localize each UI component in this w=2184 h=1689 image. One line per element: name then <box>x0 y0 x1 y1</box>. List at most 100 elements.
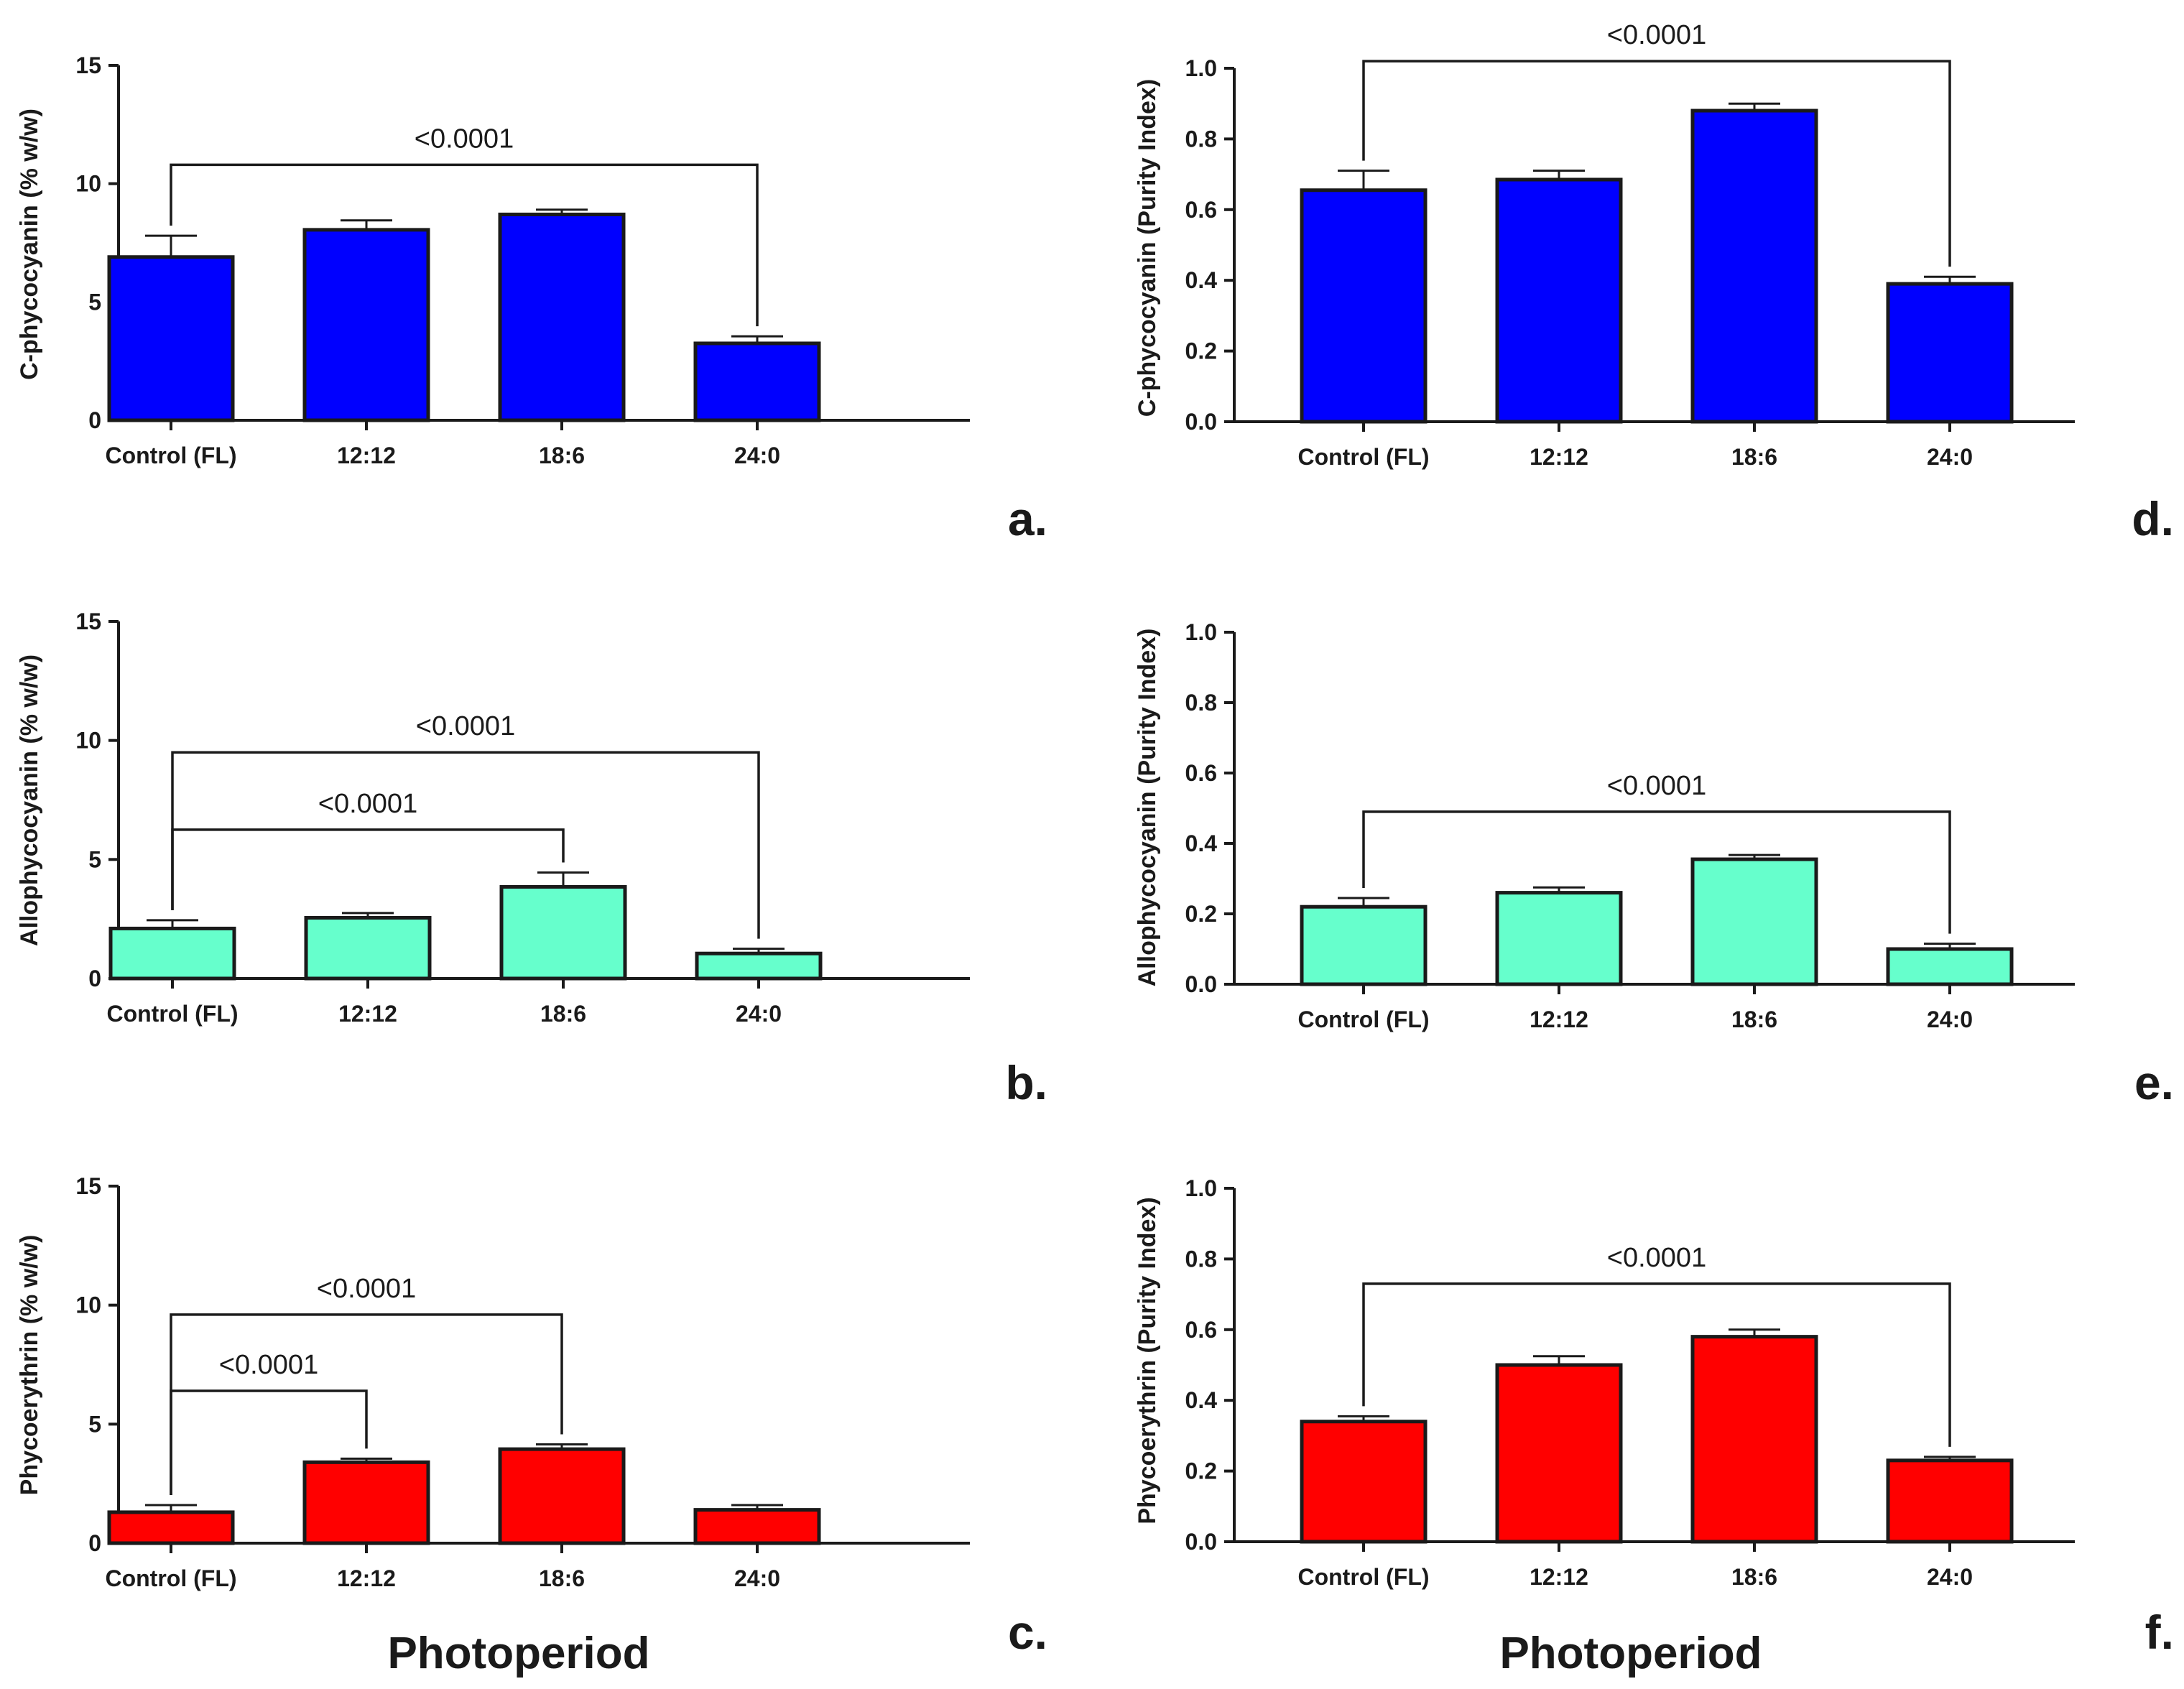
y-tick-label: 15 <box>75 1173 101 1199</box>
y-tick-label: 0.4 <box>1185 1387 1218 1413</box>
x-tick-label: 24:0 <box>1927 1564 1973 1590</box>
y-tick-label: 10 <box>75 728 101 754</box>
y-tick-label: 0 <box>88 407 101 433</box>
y-axis-title: Phycoerythrin (Purity Index) <box>1134 1197 1161 1524</box>
y-axis-title: Allophycocyanin (% w/w) <box>16 654 43 946</box>
y-axis-title: C-phycocyanin (% w/w) <box>16 108 43 380</box>
x-tick-label: 24:0 <box>736 1001 782 1027</box>
x-tick-label: 24:0 <box>734 443 780 468</box>
y-axis-title: Allophycocyanin (Purity Index) <box>1134 629 1161 987</box>
significance-label: <0.0001 <box>416 711 515 741</box>
panel-label: e. <box>2134 1056 2174 1109</box>
y-tick-label: 15 <box>75 608 101 634</box>
x-tick-label: Control (FL) <box>105 1565 236 1591</box>
bar <box>1300 1420 1428 1544</box>
y-tick-label: 15 <box>75 52 101 78</box>
bar <box>1495 891 1623 986</box>
x-tick-label: 18:6 <box>539 443 585 468</box>
significance-label: <0.0001 <box>415 124 514 154</box>
bar <box>693 341 821 422</box>
panel-c: Phycoerythrin (% w/w) c. Photoperiod 0 5 1… <box>16 1173 1047 1678</box>
y-tick-label: 0.8 <box>1185 690 1217 716</box>
significance-bracket <box>170 163 759 327</box>
panel-e: Allophycocyanin (Purity Index) e. 0.0 0.2… <box>1134 619 2174 1109</box>
y-tick-label: 10 <box>75 1292 101 1318</box>
y-tick-label: 0.4 <box>1185 830 1218 856</box>
y-tick-label: 0 <box>88 966 101 991</box>
significance-label: <0.0001 <box>1607 20 1706 50</box>
x-tick-label: Control (FL) <box>1297 1007 1429 1032</box>
x-tick-label: Control (FL) <box>106 1001 238 1027</box>
bar <box>1690 857 1818 986</box>
y-axis-title: Phycoerythrin (% w/w) <box>16 1235 43 1496</box>
y-tick-label: 0.0 <box>1185 409 1217 435</box>
y-tick-label: 1.0 <box>1185 1175 1217 1201</box>
x-tick-label: 12:12 <box>337 443 396 468</box>
panel-label: d. <box>2132 492 2174 545</box>
bar <box>302 228 430 422</box>
significance-bracket <box>170 1389 368 1495</box>
y-tick-label: 0.6 <box>1185 1317 1217 1343</box>
panel-d: C-phycocyanin (Purity Index) d. 0.0 0.2 0.… <box>1134 20 2174 545</box>
bar <box>107 1510 235 1545</box>
x-tick-label: 24:0 <box>1927 444 1973 470</box>
x-tick-label: 12:12 <box>338 1001 397 1027</box>
x-axis-title: Photoperiod <box>387 1629 649 1678</box>
y-tick-label: 0.6 <box>1185 197 1217 223</box>
y-tick-label: 0.4 <box>1185 267 1218 293</box>
y-tick-label: 1.0 <box>1185 55 1217 81</box>
x-tick-label: 12:12 <box>337 1565 396 1591</box>
bar <box>1886 282 2014 424</box>
y-axis-title: C-phycocyanin (Purity Index) <box>1134 79 1161 417</box>
bar <box>1495 177 1623 424</box>
x-tick-label: 18:6 <box>1731 1007 1777 1032</box>
y-tick-label: 0.8 <box>1185 126 1217 152</box>
y-tick-label: 5 <box>88 289 101 315</box>
bar <box>1886 947 2014 986</box>
significance-label: <0.0001 <box>318 789 417 819</box>
significance-label: <0.0001 <box>1607 1243 1706 1273</box>
bar <box>1300 904 1428 986</box>
bar <box>498 1447 626 1545</box>
x-tick-label: 18:6 <box>1731 1564 1777 1590</box>
bar <box>108 926 236 981</box>
bar <box>1690 1335 1818 1544</box>
y-tick-label: 5 <box>88 846 101 872</box>
bar <box>1495 1363 1623 1544</box>
y-tick-label: 5 <box>88 1411 101 1437</box>
y-tick-label: 0 <box>88 1530 101 1556</box>
y-tick-label: 10 <box>75 171 101 197</box>
bar <box>1886 1458 2014 1544</box>
x-tick-label: 12:12 <box>1530 1564 1588 1590</box>
panel-b: Allophycocyanin (% w/w) b. 0 5 10 15 Control… <box>16 608 1047 1109</box>
panel-label: b. <box>1005 1056 1047 1109</box>
x-tick-label: 18:6 <box>1731 444 1777 470</box>
bar <box>1690 108 1818 424</box>
x-tick-label: 12:12 <box>1530 1007 1588 1032</box>
significance-bracket <box>1362 810 1951 934</box>
bar <box>304 916 432 981</box>
y-tick-label: 1.0 <box>1185 619 1217 645</box>
panel-a: C-phycocyanin (% w/w) a. 0 5 10 15 Control (… <box>16 52 1047 545</box>
x-tick-label: Control (FL) <box>1297 1564 1429 1590</box>
bar <box>695 951 823 981</box>
y-tick-label: 0.2 <box>1185 1458 1217 1484</box>
y-tick-label: 0.0 <box>1185 971 1217 997</box>
significance-bracket <box>1362 60 1951 267</box>
panel-label: a. <box>1008 492 1047 545</box>
y-tick-label: 0.0 <box>1185 1529 1217 1555</box>
bar <box>693 1508 821 1545</box>
x-tick-label: 24:0 <box>734 1565 780 1591</box>
significance-label: <0.0001 <box>1607 771 1706 801</box>
bar <box>499 884 627 981</box>
y-tick-label: 0.2 <box>1185 901 1217 927</box>
x-tick-label: Control (FL) <box>105 443 236 468</box>
significance-label: <0.0001 <box>219 1350 318 1380</box>
panel-label: c. <box>1008 1606 1047 1659</box>
x-tick-label: 24:0 <box>1927 1007 1973 1032</box>
x-axis-title: Photoperiod <box>1499 1629 1762 1678</box>
bar <box>498 212 626 422</box>
y-tick-label: 0.2 <box>1185 338 1217 364</box>
y-tick-label: 0.6 <box>1185 760 1217 786</box>
